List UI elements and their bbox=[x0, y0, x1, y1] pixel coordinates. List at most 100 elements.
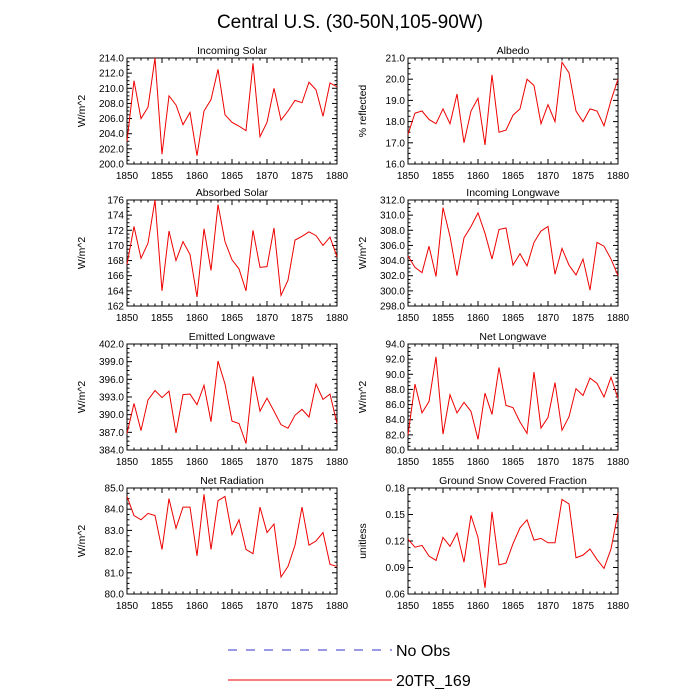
y-tick-label: 390.0 bbox=[99, 410, 124, 421]
y-tick-label: 306.0 bbox=[380, 241, 405, 252]
panel-title: Absorbed Solar bbox=[196, 187, 269, 199]
x-tick-label: 1870 bbox=[537, 601, 560, 612]
y-tick-label: 402.0 bbox=[99, 340, 124, 351]
x-tick-label: 1880 bbox=[326, 457, 349, 468]
plot-frame bbox=[407, 57, 619, 165]
x-tick-label: 1855 bbox=[151, 171, 174, 182]
y-tick-label: 85.0 bbox=[105, 484, 125, 495]
y-axis-label: W/m^2 bbox=[76, 237, 88, 270]
x-tick-label: 1860 bbox=[186, 171, 209, 182]
x-tick-label: 1850 bbox=[397, 601, 420, 612]
y-axis-label: W/m^2 bbox=[357, 237, 369, 270]
y-tick-label: 21.0 bbox=[386, 54, 406, 65]
y-tick-label: 214.0 bbox=[99, 54, 124, 65]
y-tick-label: 86.0 bbox=[386, 400, 406, 411]
x-tick-label: 1855 bbox=[432, 313, 455, 324]
x-tick-label: 1865 bbox=[221, 171, 244, 182]
y-tick-label: 82.0 bbox=[386, 430, 406, 441]
x-tick-label: 1865 bbox=[221, 601, 244, 612]
panel-incoming-solar: Incoming Solar W/m^2 200.0 202.0 204.0 206.0 2… bbox=[76, 45, 349, 182]
x-tick-label: 1870 bbox=[256, 601, 279, 612]
x-tick-label: 1880 bbox=[607, 457, 630, 468]
x-tick-label: 1860 bbox=[467, 601, 490, 612]
y-tick-label: 166 bbox=[107, 271, 124, 282]
x-tick-label: 1850 bbox=[397, 313, 420, 324]
plot-frame bbox=[126, 199, 338, 307]
y-tick-label: 298.0 bbox=[380, 302, 405, 313]
panel-albedo: Albedo % reflected 16.0 17.0 18.0 19.0 20.0 21.… bbox=[357, 45, 630, 182]
y-tick-label: 387.0 bbox=[99, 428, 124, 439]
x-tick-label: 1870 bbox=[256, 313, 279, 324]
legend-label-20tr-169: 20TR_169 bbox=[396, 673, 471, 690]
y-tick-label: 162 bbox=[107, 302, 124, 313]
y-axis-label: W/m^2 bbox=[76, 95, 88, 128]
x-tick-label: 1870 bbox=[537, 457, 560, 468]
y-tick-label: 312.0 bbox=[380, 196, 405, 207]
y-tick-label: 17.0 bbox=[386, 138, 406, 149]
y-tick-label: 210.0 bbox=[99, 84, 124, 95]
x-tick-label: 1865 bbox=[221, 457, 244, 468]
x-tick-label: 1855 bbox=[151, 601, 174, 612]
y-tick-label: 83.0 bbox=[105, 526, 125, 537]
x-tick-label: 1850 bbox=[116, 601, 139, 612]
x-tick-label: 1860 bbox=[186, 601, 209, 612]
y-tick-label: 0.12 bbox=[386, 537, 406, 548]
y-tick-label: 164 bbox=[107, 286, 124, 297]
series-line-20tr-169 bbox=[407, 498, 619, 588]
y-tick-label: 204.0 bbox=[99, 129, 124, 140]
x-tick-label: 1880 bbox=[607, 313, 630, 324]
y-axis-label: unitless bbox=[357, 523, 369, 559]
y-tick-label: 82.0 bbox=[105, 547, 125, 558]
x-tick-label: 1875 bbox=[572, 601, 595, 612]
y-tick-label: 384.0 bbox=[99, 446, 124, 457]
panel-title: Ground Snow Covered Fraction bbox=[439, 475, 587, 487]
series-line-20tr-169 bbox=[407, 60, 619, 145]
x-tick-label: 1865 bbox=[502, 171, 525, 182]
y-tick-label: 399.0 bbox=[99, 357, 124, 368]
x-tick-label: 1880 bbox=[607, 601, 630, 612]
y-axis-label: W/m^2 bbox=[357, 381, 369, 414]
y-tick-label: 16.0 bbox=[386, 160, 406, 171]
panel-net-longwave: Net Longwave W/m^2 80.0 82.0 84.0 86.0 88.0 90.… bbox=[357, 331, 630, 468]
x-tick-label: 1850 bbox=[116, 171, 139, 182]
y-tick-label: 20.0 bbox=[386, 75, 406, 86]
panel-title: Net Radiation bbox=[200, 475, 264, 487]
plot-frame bbox=[126, 343, 338, 451]
plot-frame bbox=[407, 199, 619, 307]
y-tick-label: 0.15 bbox=[386, 510, 406, 521]
series-line-20tr-169 bbox=[407, 356, 619, 440]
x-tick-label: 1860 bbox=[186, 313, 209, 324]
y-tick-label: 176 bbox=[107, 196, 124, 207]
panel-title: Incoming Longwave bbox=[466, 187, 560, 199]
x-tick-label: 1850 bbox=[397, 171, 420, 182]
y-tick-label: 81.0 bbox=[105, 568, 125, 579]
y-tick-label: 202.0 bbox=[99, 144, 124, 155]
y-tick-label: 206.0 bbox=[99, 114, 124, 125]
x-tick-label: 1855 bbox=[151, 313, 174, 324]
y-tick-label: 0.06 bbox=[386, 590, 406, 601]
x-tick-label: 1865 bbox=[502, 457, 525, 468]
y-tick-label: 94.0 bbox=[386, 340, 406, 351]
y-tick-label: 208.0 bbox=[99, 99, 124, 110]
y-tick-label: 168 bbox=[107, 256, 124, 267]
y-tick-label: 0.09 bbox=[386, 563, 406, 574]
y-tick-label: 80.0 bbox=[386, 446, 406, 457]
series-line-20tr-169 bbox=[126, 199, 338, 298]
y-tick-label: 84.0 bbox=[105, 505, 125, 516]
series-line-20tr-169 bbox=[126, 494, 338, 579]
x-tick-label: 1870 bbox=[537, 313, 560, 324]
x-tick-label: 1865 bbox=[221, 313, 244, 324]
panel-title: Emitted Longwave bbox=[189, 331, 276, 343]
y-tick-label: 172 bbox=[107, 226, 124, 237]
y-axis-label: W/m^2 bbox=[76, 381, 88, 414]
x-tick-label: 1850 bbox=[116, 313, 139, 324]
series-line-20tr-169 bbox=[407, 207, 619, 291]
panel-emitted-longwave: Emitted Longwave W/m^2 384.0 387.0 390.0 393.… bbox=[76, 331, 349, 468]
panel-title: Incoming Solar bbox=[197, 45, 268, 57]
panel-net-radiation: Net Radiation W/m^2 80.0 81.0 82.0 83.0 84.0 85… bbox=[76, 475, 349, 612]
x-tick-label: 1875 bbox=[572, 313, 595, 324]
y-tick-label: 174 bbox=[107, 211, 124, 222]
figure-title: Central U.S. (30-50N,105-90W) bbox=[217, 12, 483, 33]
y-tick-label: 92.0 bbox=[386, 355, 406, 366]
